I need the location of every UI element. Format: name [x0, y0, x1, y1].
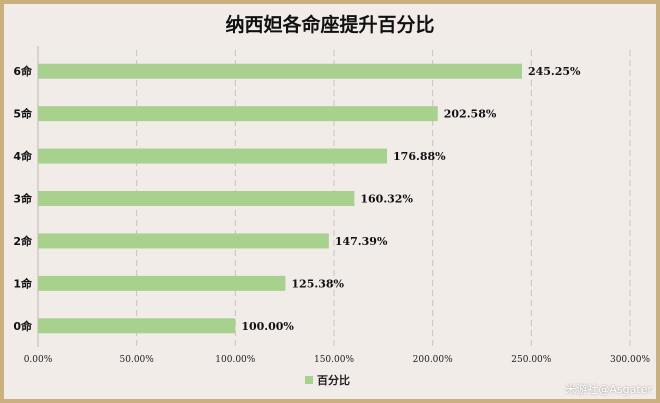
- y-category-label: 6命: [13, 64, 33, 78]
- y-category-label: 1命: [13, 276, 33, 290]
- data-label: 202.58%: [444, 108, 497, 121]
- bar: [38, 275, 286, 291]
- bar: [38, 318, 236, 334]
- x-tick-label: 150.00%: [314, 355, 354, 365]
- chart-title: 纳西妲各命座提升百分比: [225, 14, 435, 36]
- data-label: 160.32%: [360, 193, 413, 206]
- x-tick-label: 0.00%: [24, 355, 53, 365]
- bar: [38, 191, 355, 206]
- legend-label: 百分比: [317, 374, 350, 387]
- data-label: 245.25%: [528, 65, 581, 78]
- bar: [38, 148, 388, 164]
- data-label: 100.00%: [241, 320, 294, 333]
- legend: 百分比: [305, 372, 350, 388]
- legend-swatch: [305, 376, 313, 384]
- y-category-label: 5命: [13, 107, 33, 121]
- y-category-label: 2命: [13, 234, 33, 248]
- x-tick-label: 250.00%: [511, 355, 551, 365]
- watermark: 米游社@Asgater: [565, 383, 652, 396]
- bar: [38, 106, 438, 122]
- data-label: 176.88%: [393, 150, 446, 163]
- bar: [38, 63, 522, 79]
- x-tick-label: 200.00%: [413, 355, 453, 365]
- x-tick-label: 50.00%: [120, 355, 155, 365]
- x-tick-label: 300.00%: [610, 355, 650, 365]
- y-category-label: 0命: [13, 319, 33, 333]
- bar: [38, 233, 329, 249]
- y-category-label: 3命: [13, 192, 33, 206]
- data-label: 147.39%: [335, 235, 388, 248]
- data-label: 125.38%: [291, 277, 344, 290]
- y-category-label: 4命: [13, 149, 33, 163]
- x-tick-label: 100.00%: [215, 355, 255, 365]
